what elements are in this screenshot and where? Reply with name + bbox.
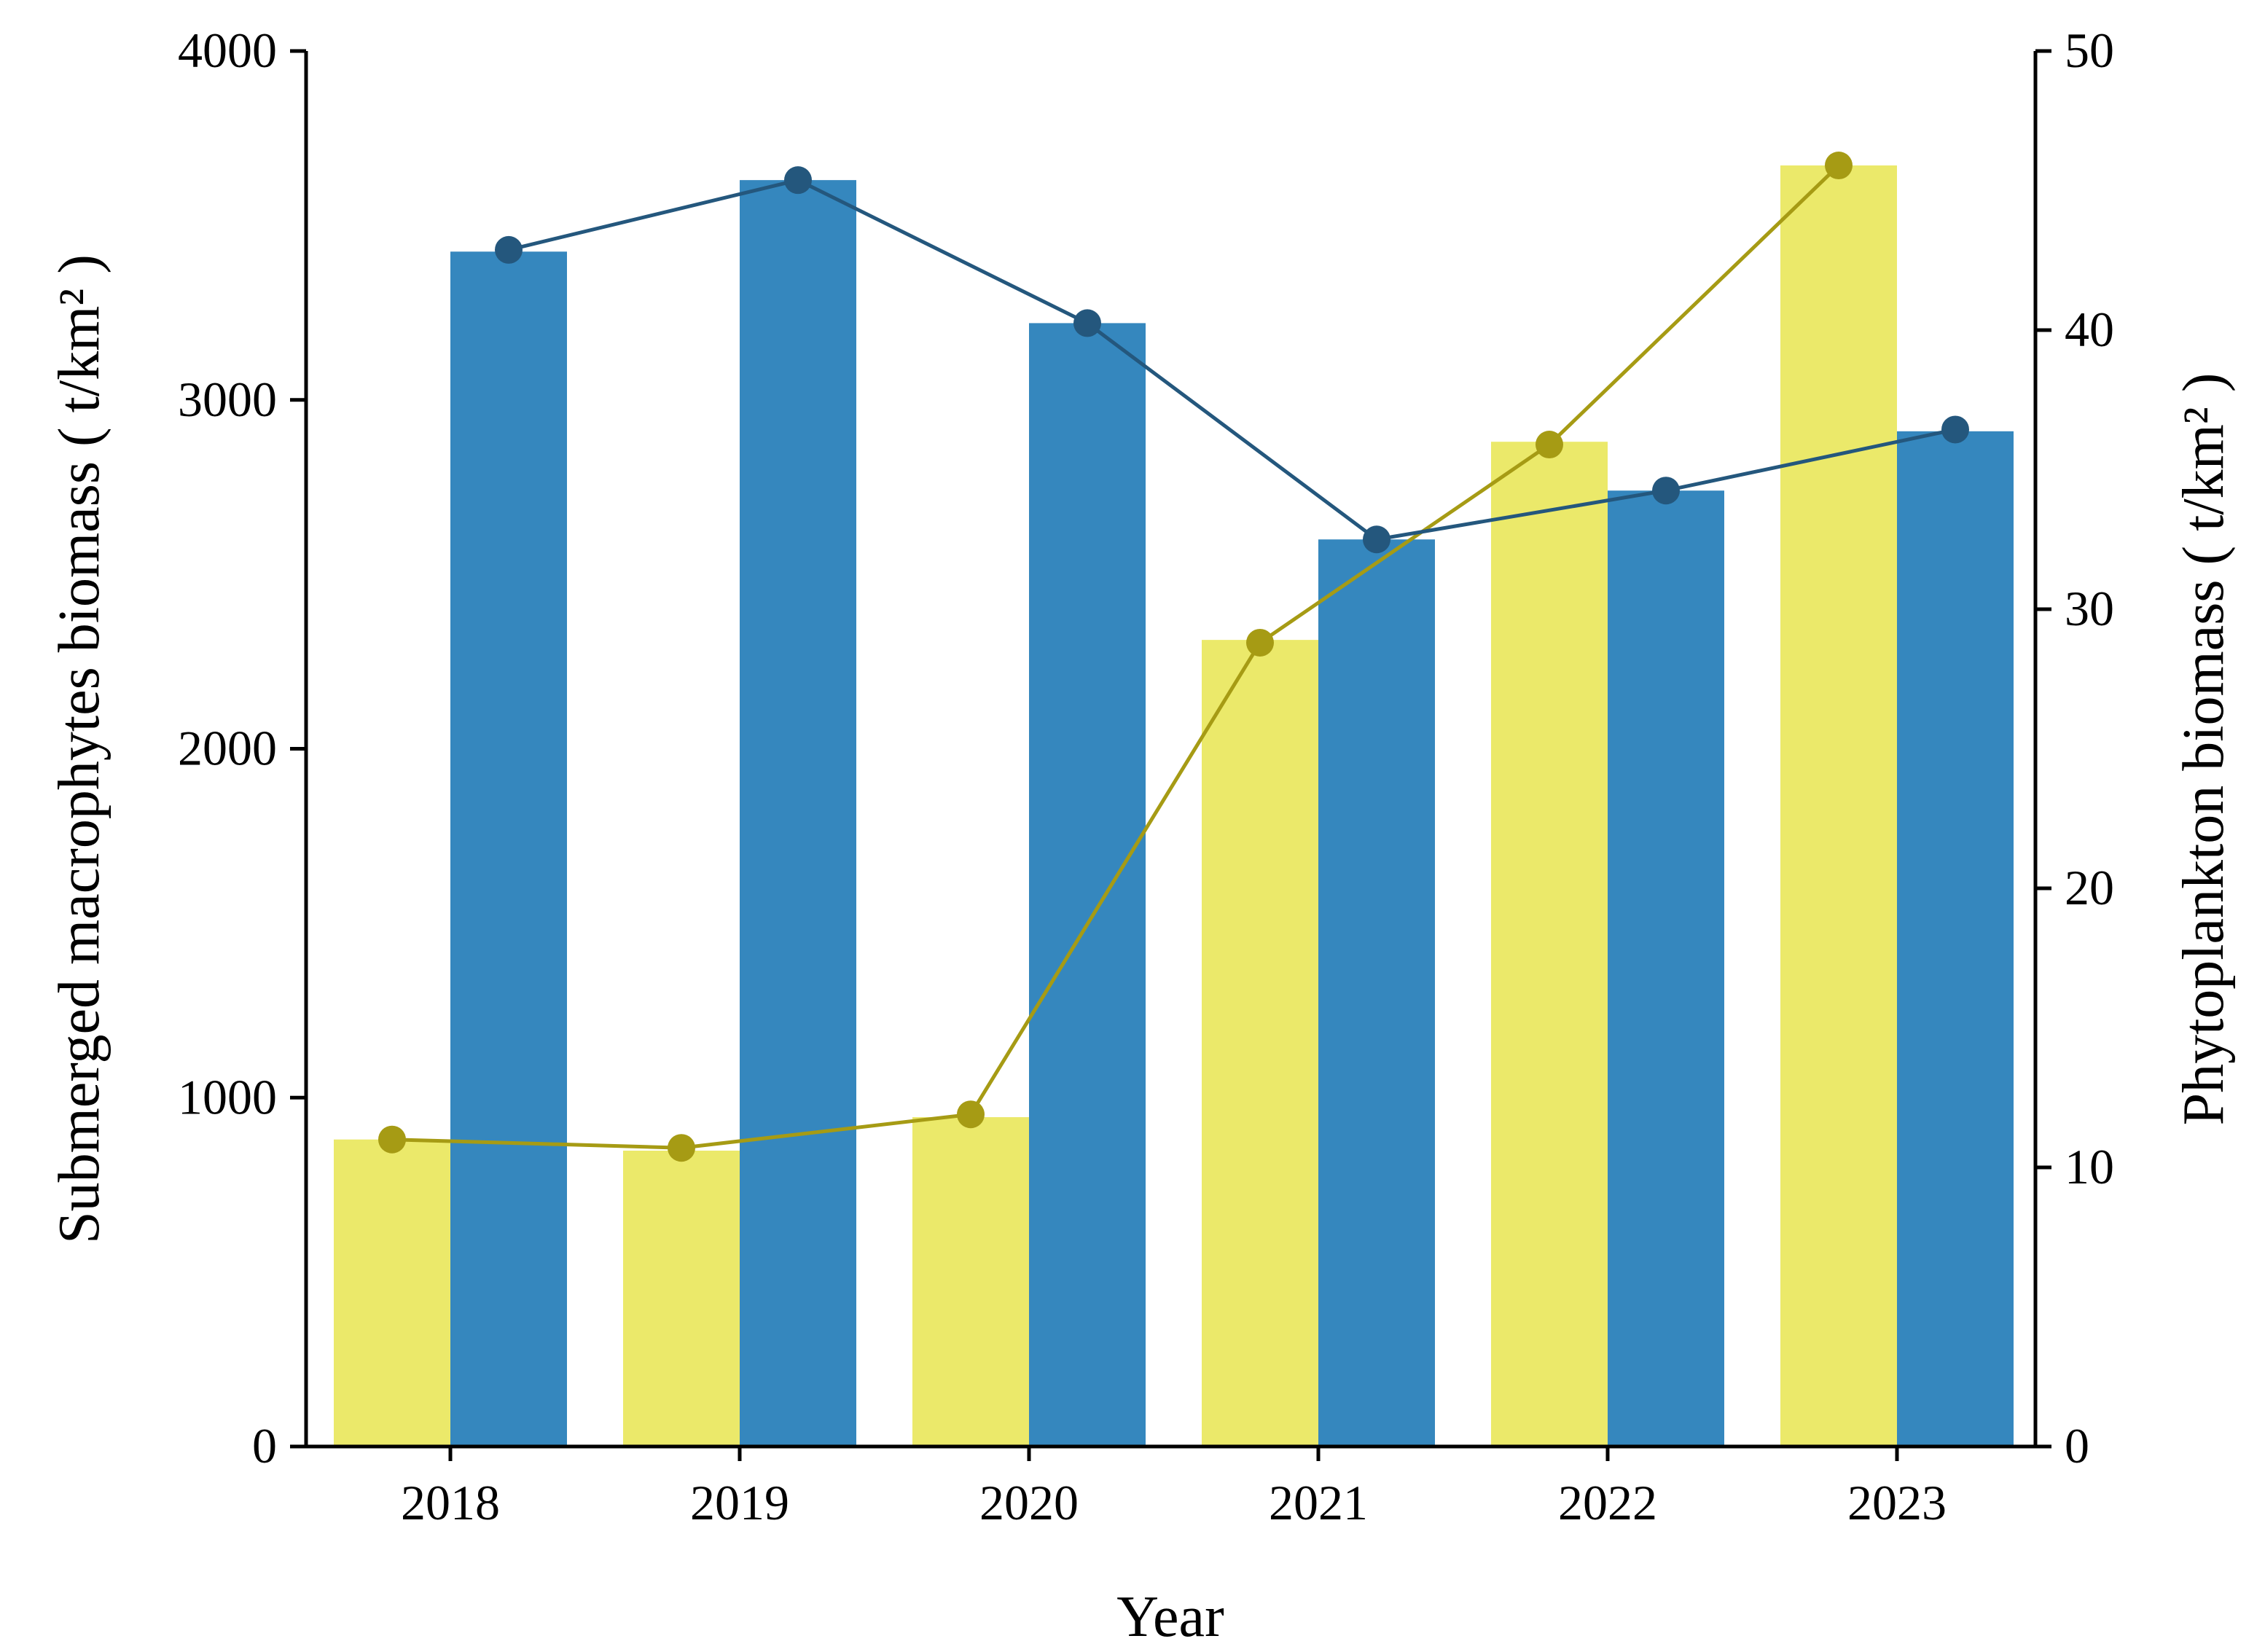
macro-point-2023 <box>1941 415 1969 444</box>
lines-layer <box>378 152 1969 1162</box>
macro-bar-2020 <box>1029 323 1146 1447</box>
phyto-bar-2020 <box>912 1117 1029 1447</box>
phyto-bar-2019 <box>623 1151 740 1447</box>
macro-bar-2023 <box>1897 431 2014 1447</box>
right-y-tick-label: 0 <box>2065 1418 2089 1473</box>
left-y-tick-label: 4000 <box>178 23 277 78</box>
x-tick-label-2019: 2019 <box>690 1475 789 1530</box>
phyto-point-2021 <box>1246 628 1274 657</box>
right-y-tick-label: 50 <box>2065 23 2114 78</box>
x-tick-label-2021: 2021 <box>1269 1475 1368 1530</box>
x-tick-label-2020: 2020 <box>979 1475 1079 1530</box>
left-y-tick-label: 1000 <box>178 1069 277 1124</box>
phyto-point-2020 <box>957 1100 985 1129</box>
macro-bar-2022 <box>1608 490 1724 1447</box>
x-tick-label-2023: 2023 <box>1847 1475 1947 1530</box>
x-tick-label-2018: 2018 <box>401 1475 500 1530</box>
phyto-point-2018 <box>378 1125 406 1154</box>
bars-layer <box>334 165 2014 1447</box>
left-y-tick-label: 3000 <box>178 372 277 427</box>
left-y-tick-label: 2000 <box>178 721 277 776</box>
phyto-bar-2018 <box>334 1139 450 1447</box>
phyto-bar-2023 <box>1780 165 1897 1447</box>
macro-point-2019 <box>784 166 812 195</box>
phyto-point-2019 <box>668 1134 695 1162</box>
phyto-point-2023 <box>1825 152 1853 180</box>
macro-point-2020 <box>1073 309 1101 337</box>
left-y-tick-label: 0 <box>252 1418 277 1473</box>
macro-bar-2019 <box>740 180 856 1447</box>
right-y-tick-label: 20 <box>2065 860 2114 915</box>
right-y-tick-label: 10 <box>2065 1139 2114 1194</box>
macro-line <box>508 178 1956 541</box>
ticks-layer: 0 1000 2000 3000 4000 0 10 20 30 40 50 2018 2019 2020… <box>178 23 2114 1530</box>
x-tick-label-2022: 2022 <box>1558 1475 1657 1530</box>
macro-point-2018 <box>495 235 523 264</box>
right-y-axis-title: Phytoplankton biomass ( t/km² ) <box>2172 373 2236 1126</box>
right-y-tick-label: 30 <box>2065 581 2114 636</box>
left-y-axis-title: Submerged macrophytes biomass ( t/km² ) <box>47 254 112 1244</box>
right-y-tick-label: 40 <box>2065 302 2114 357</box>
phyto-point-2022 <box>1536 431 1563 459</box>
phyto-bar-2021 <box>1202 640 1318 1447</box>
macro-point-2021 <box>1363 525 1390 554</box>
x-axis-title: Year <box>1116 1585 1224 1649</box>
macro-point-2022 <box>1652 477 1680 505</box>
macro-bar-2018 <box>450 251 567 1447</box>
phyto-bar-2022 <box>1491 442 1608 1447</box>
macro-bar-2021 <box>1318 539 1435 1447</box>
phyto-line <box>391 164 1840 1150</box>
